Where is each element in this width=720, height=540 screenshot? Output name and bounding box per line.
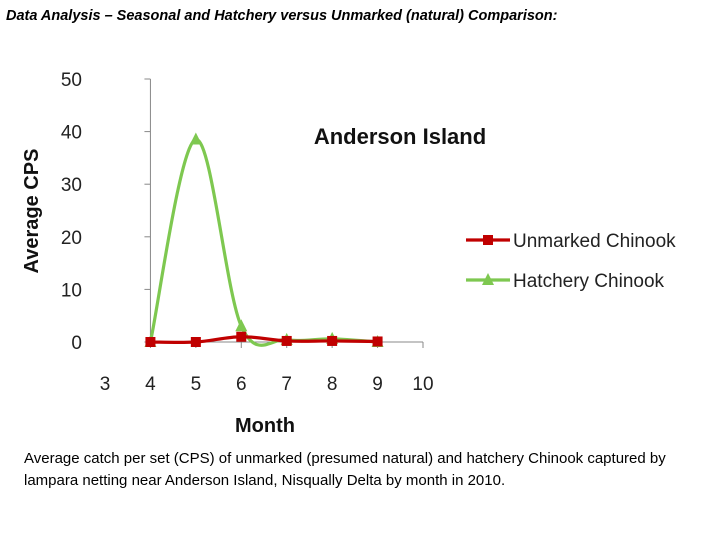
y-tick-label: 20 — [61, 228, 82, 249]
legend-marker — [482, 273, 494, 285]
legend-item: Unmarked Chinook — [466, 231, 676, 252]
y-tick-label: 0 — [71, 333, 82, 354]
page-heading: Data Analysis – Seasonal and Hatchery ve… — [6, 8, 558, 24]
y-axis-title: Average CPS — [21, 149, 43, 274]
x-axis: 3 4 5 6 7 8 9 10 — [100, 341, 434, 395]
series-line — [148, 137, 378, 347]
data-point — [190, 337, 201, 347]
x-tick-label: 4 — [145, 374, 156, 395]
y-tick-label: 50 — [61, 70, 82, 91]
series-unmarked-chinook — [145, 331, 383, 347]
legend-label: Unmarked Chinook — [513, 231, 676, 252]
y-tick-label: 10 — [61, 280, 82, 301]
chart-title: Anderson Island — [314, 124, 486, 149]
line-chart: Anderson Island 0 10 20 30 40 50 3 4 5 6 7 8 9 10 Av… — [21, 70, 676, 437]
data-point — [327, 335, 338, 346]
x-tick-label: 9 — [372, 374, 383, 395]
data-point — [145, 337, 156, 347]
x-tick-label: 6 — [236, 374, 247, 395]
data-point — [281, 335, 292, 346]
series-hatchery-chinook — [144, 132, 384, 347]
legend-label: Hatchery Chinook — [513, 271, 665, 292]
data-point — [189, 132, 202, 145]
data-point — [236, 331, 247, 342]
x-tick-label: 5 — [191, 374, 202, 395]
x-axis-title: Month — [235, 415, 295, 437]
figure-caption: Average catch per set (CPS) of unmarked … — [24, 450, 666, 489]
data-point — [235, 319, 248, 332]
legend-item: Hatchery Chinook — [466, 271, 665, 292]
y-tick-label: 30 — [61, 175, 82, 196]
x-tick-label: 10 — [412, 374, 433, 395]
series-layer — [144, 132, 384, 347]
legend-marker — [483, 235, 493, 245]
data-point — [372, 336, 383, 347]
x-tick-label: 7 — [281, 374, 292, 395]
legend: Unmarked Chinook Hatchery Chinook — [466, 231, 676, 292]
y-tick-label: 40 — [61, 123, 82, 144]
x-tick-label: 8 — [327, 374, 338, 395]
y-axis: 0 10 20 30 40 50 — [61, 70, 151, 354]
x-tick-label: 3 — [100, 374, 111, 395]
